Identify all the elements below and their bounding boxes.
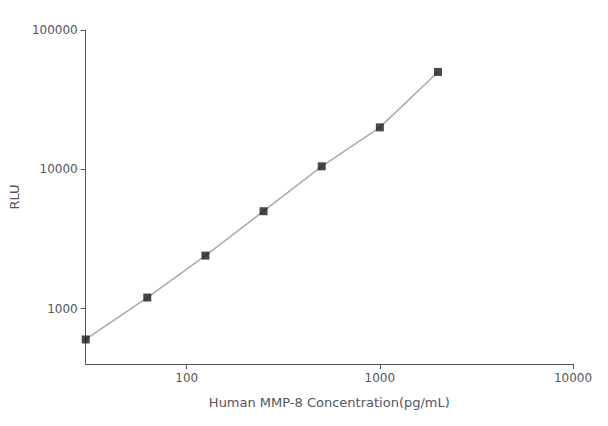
svg-text:1000: 1000 xyxy=(47,302,78,316)
svg-text:RLU: RLU xyxy=(7,184,22,209)
svg-text:100000: 100000 xyxy=(32,23,78,37)
svg-text:100: 100 xyxy=(175,371,198,385)
svg-text:10000: 10000 xyxy=(554,371,592,385)
svg-text:10000: 10000 xyxy=(40,162,78,176)
svg-text:1000: 1000 xyxy=(365,371,396,385)
svg-text:Human MMP-8 Concentration(pg/m: Human MMP-8 Concentration(pg/mL) xyxy=(209,395,450,410)
